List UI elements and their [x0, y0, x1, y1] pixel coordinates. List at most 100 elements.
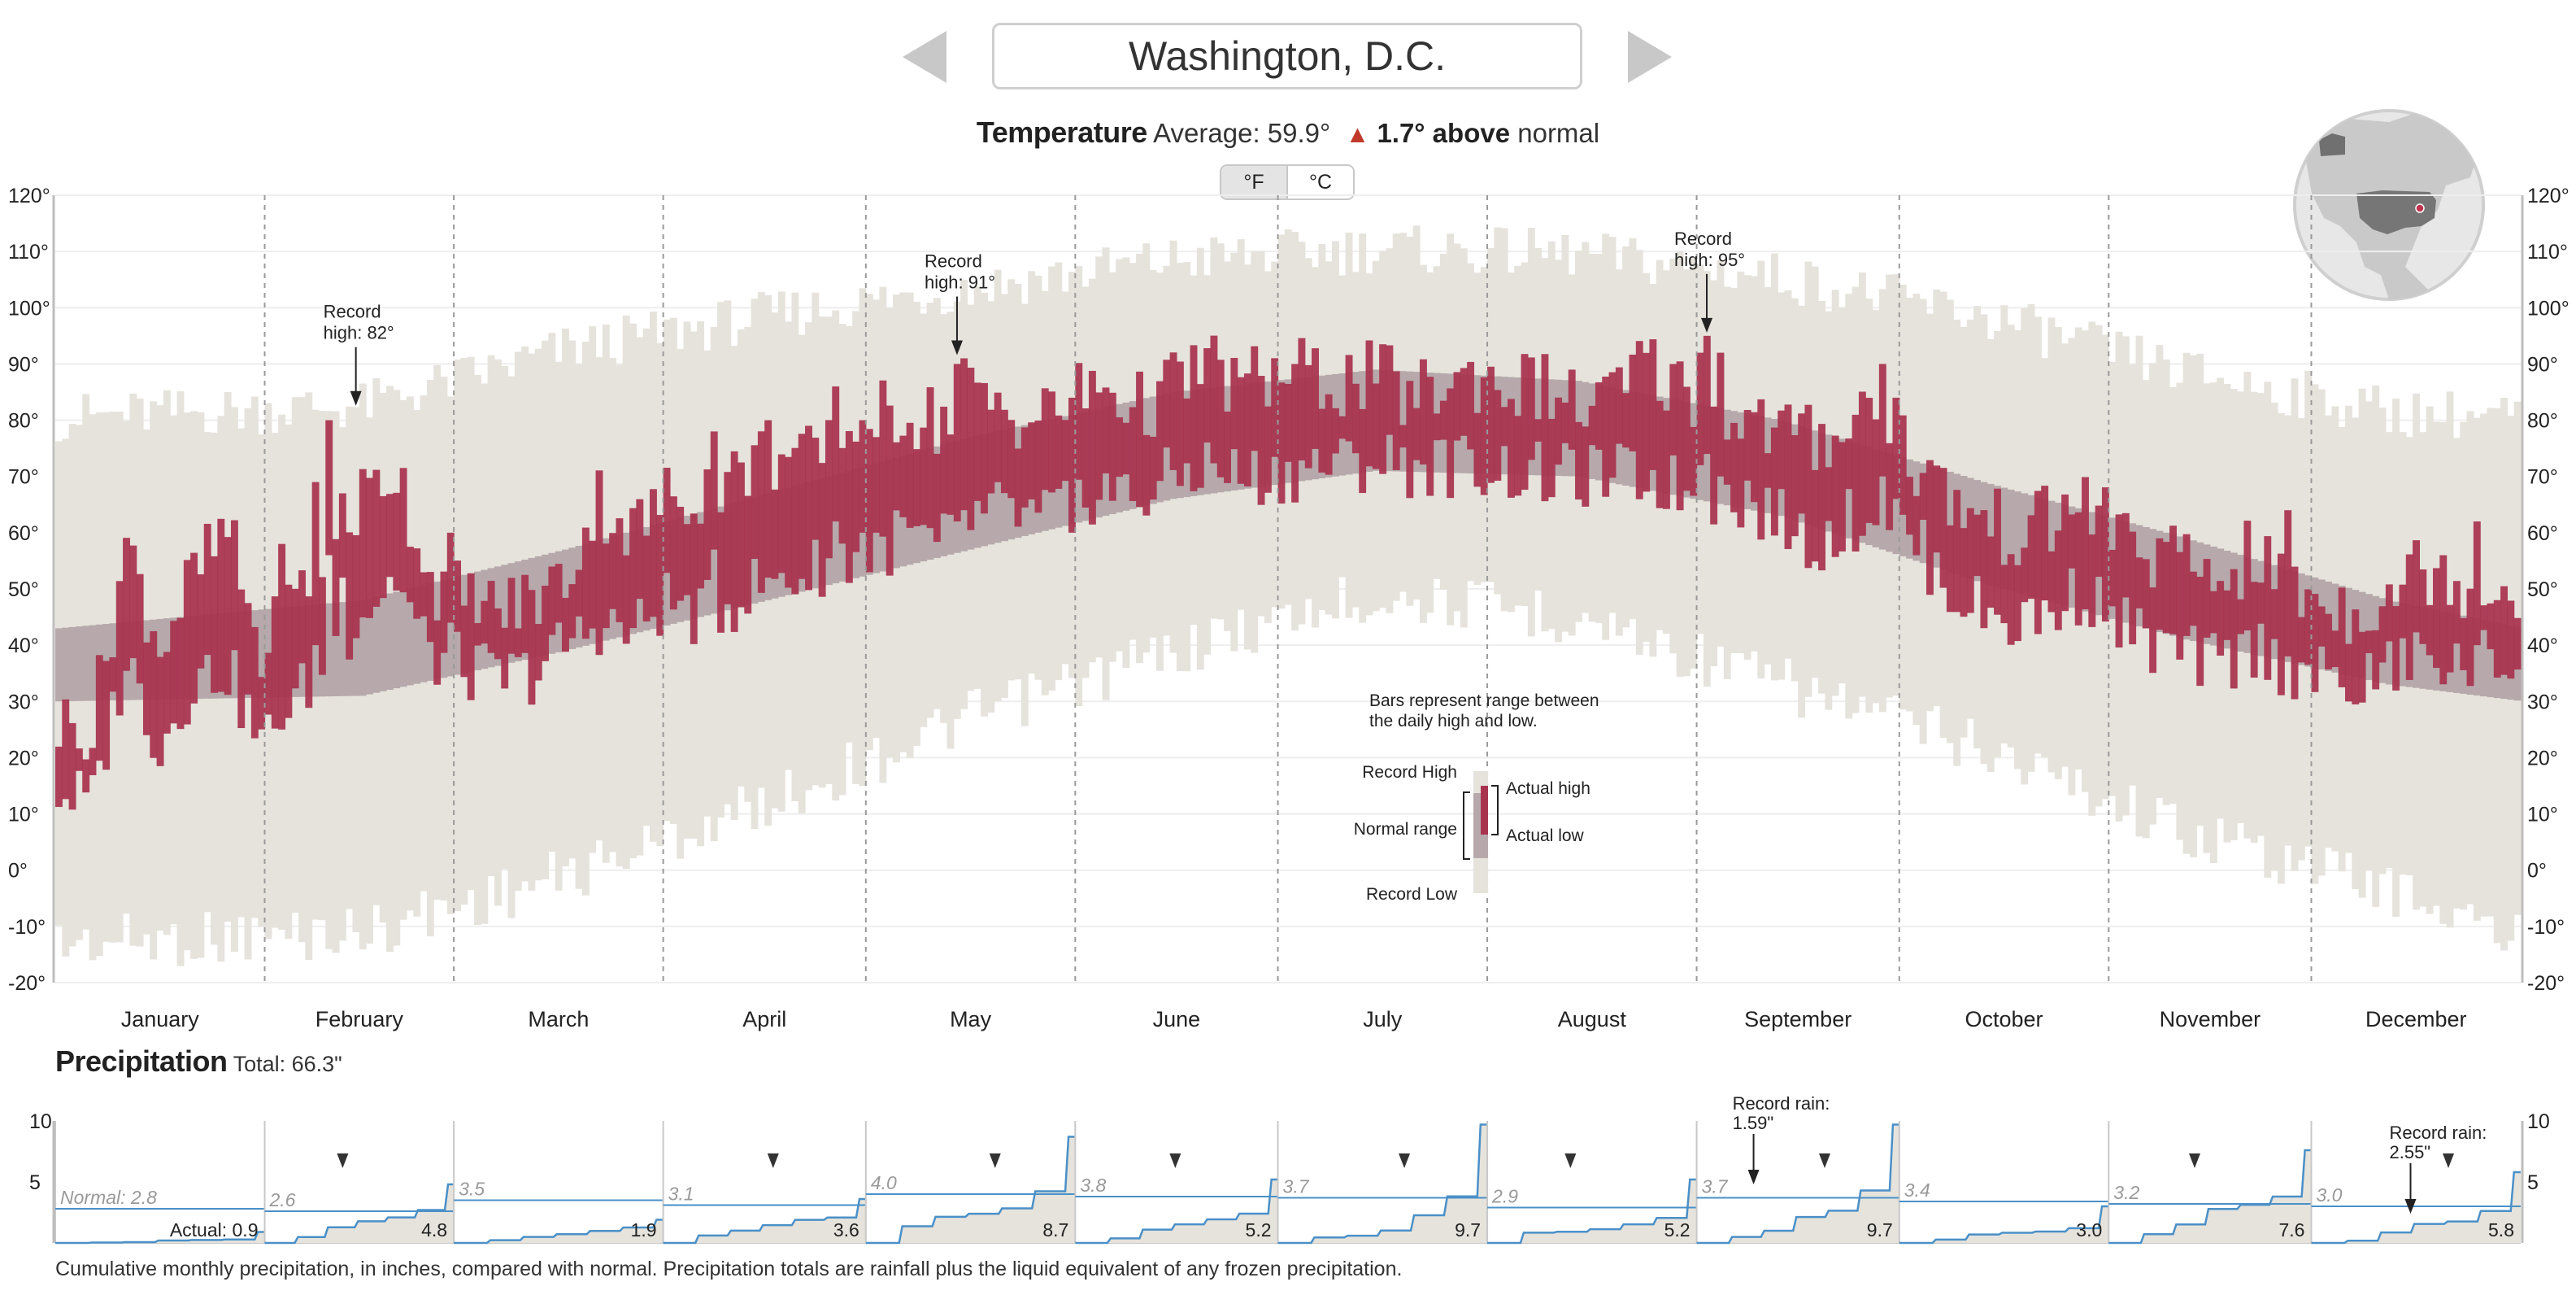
actual-bar — [1041, 388, 1049, 491]
actual-bar — [224, 537, 232, 695]
actual-bar — [2196, 577, 2204, 687]
celsius-button[interactable]: °C — [1288, 166, 1353, 198]
actual-bar — [1176, 361, 1184, 486]
actual-bar — [818, 463, 826, 597]
actual-bar — [2345, 643, 2352, 702]
fahrenheit-button[interactable]: °F — [1221, 166, 1288, 198]
actual-bar — [2203, 559, 2211, 638]
actual-bar — [393, 492, 401, 591]
actual-bar — [1953, 490, 1961, 613]
precip-panel-month: 3.0 5.8 — [2310, 1121, 2521, 1245]
actual-bar — [1770, 427, 1778, 536]
actual-bar — [2169, 525, 2177, 634]
precip-panel-month: 3.7 9.7 — [1695, 1121, 1899, 1245]
actual-bar — [1730, 422, 1738, 512]
actual-bar — [2399, 584, 2407, 639]
normal-bar — [2413, 605, 2420, 688]
actual-bar — [609, 533, 617, 609]
month-label: May — [950, 1007, 992, 1031]
actual-bar — [2068, 514, 2076, 569]
precipitation-title: Precipitation — [55, 1044, 228, 1078]
previous-city-arrow-icon[interactable] — [901, 29, 950, 85]
city-selector[interactable]: Washington, D.C. — [992, 23, 1582, 89]
actual-bar — [1696, 352, 1704, 465]
normal-bar — [230, 612, 238, 699]
actual-bar — [1946, 525, 1954, 613]
record-high-value: high: 82° — [324, 323, 394, 343]
actual-precip-line — [55, 1231, 265, 1245]
actual-bar — [1588, 405, 1596, 446]
next-city-arrow-icon[interactable] — [1625, 29, 1673, 85]
actual-bar — [2041, 486, 2049, 601]
month-label: December — [2365, 1007, 2467, 1031]
y-tick-label: 100° — [8, 297, 50, 320]
normal-bar — [1878, 451, 1886, 550]
month-label: April — [742, 1007, 786, 1031]
actual-bar — [886, 405, 894, 576]
normal-bar — [1845, 440, 1853, 538]
actual-bar — [2405, 554, 2413, 680]
actual-bar — [1494, 390, 1502, 481]
y-tick-label: 0° — [8, 860, 28, 883]
actual-bar — [2352, 609, 2360, 704]
actual-precip-line — [865, 1136, 1076, 1245]
normal-bar — [2013, 491, 2021, 593]
actual-bar — [89, 748, 97, 776]
actual-bar — [230, 520, 238, 651]
actual-bar — [1237, 377, 1245, 484]
actual-bar — [1108, 392, 1116, 501]
actual-bar — [1751, 412, 1758, 503]
actual-bar — [487, 581, 495, 653]
actual-bar — [2223, 590, 2231, 640]
legend-normal-range: Normal range — [1354, 820, 1457, 839]
actual-bar — [636, 499, 644, 600]
actual-bar — [413, 548, 421, 619]
actual-bar — [386, 494, 394, 578]
normal-bar — [474, 571, 481, 671]
actual-bar — [2311, 594, 2319, 692]
actual-bar — [838, 447, 846, 544]
actual-bar — [1149, 436, 1157, 500]
actual-bar — [1284, 383, 1292, 462]
actual-bar — [278, 543, 286, 730]
actual-bar — [1541, 354, 1549, 502]
actual-bar — [677, 507, 685, 601]
actual-bar — [1406, 381, 1414, 499]
actual-bar — [1081, 408, 1090, 508]
actual-bar — [62, 699, 70, 800]
actual-bar — [1682, 386, 1690, 491]
actual-bar — [1663, 410, 1670, 509]
record-high-value: high: 95° — [1674, 250, 1745, 270]
actual-bar — [798, 434, 806, 579]
actual-bar — [2095, 505, 2103, 578]
y-axis-left: 120° 110° 100° 90° 80° 70° 60° 50° 40° 30° 20° 10° 0… — [8, 185, 55, 995]
precip-area — [2311, 1172, 2521, 1243]
normal-bar — [359, 600, 367, 696]
actual-bar — [2365, 630, 2373, 653]
actual-bar — [433, 620, 442, 685]
actual-bar — [2317, 606, 2326, 647]
unit-toggle[interactable]: °F °C — [1220, 164, 1355, 200]
actual-bar — [1156, 381, 1164, 482]
precip-y-tick: 5 — [29, 1171, 41, 1194]
actual-bar — [2088, 534, 2096, 627]
y-tick-label: 70° — [2527, 466, 2558, 489]
actual-bar — [994, 392, 1002, 482]
normal-bar — [2007, 489, 2015, 591]
actual-bar — [2243, 521, 2252, 630]
actual-bar — [1392, 371, 1400, 470]
normal-precip-label: Normal: 2.8 — [60, 1187, 157, 1208]
actual-bar — [2413, 540, 2420, 633]
actual-bar — [832, 386, 840, 522]
precipitation-panels: Normal: 2.8 Actual: 0.9 2.6 4.8 3.5 1.9 3.1 3.6… — [54, 1121, 2521, 1245]
actual-bar — [865, 429, 873, 573]
actual-bar — [271, 596, 279, 729]
month-label: July — [1363, 1007, 1403, 1031]
above-suffix: normal — [1517, 118, 1600, 148]
normal-bar — [2480, 620, 2488, 697]
actual-bar — [2270, 589, 2278, 639]
heavy-rain-marker-icon — [1564, 1153, 1577, 1168]
precip-panel-month: 2.6 4.8 — [263, 1121, 455, 1245]
actual-bar — [785, 456, 793, 588]
actual-bar — [1068, 397, 1076, 533]
